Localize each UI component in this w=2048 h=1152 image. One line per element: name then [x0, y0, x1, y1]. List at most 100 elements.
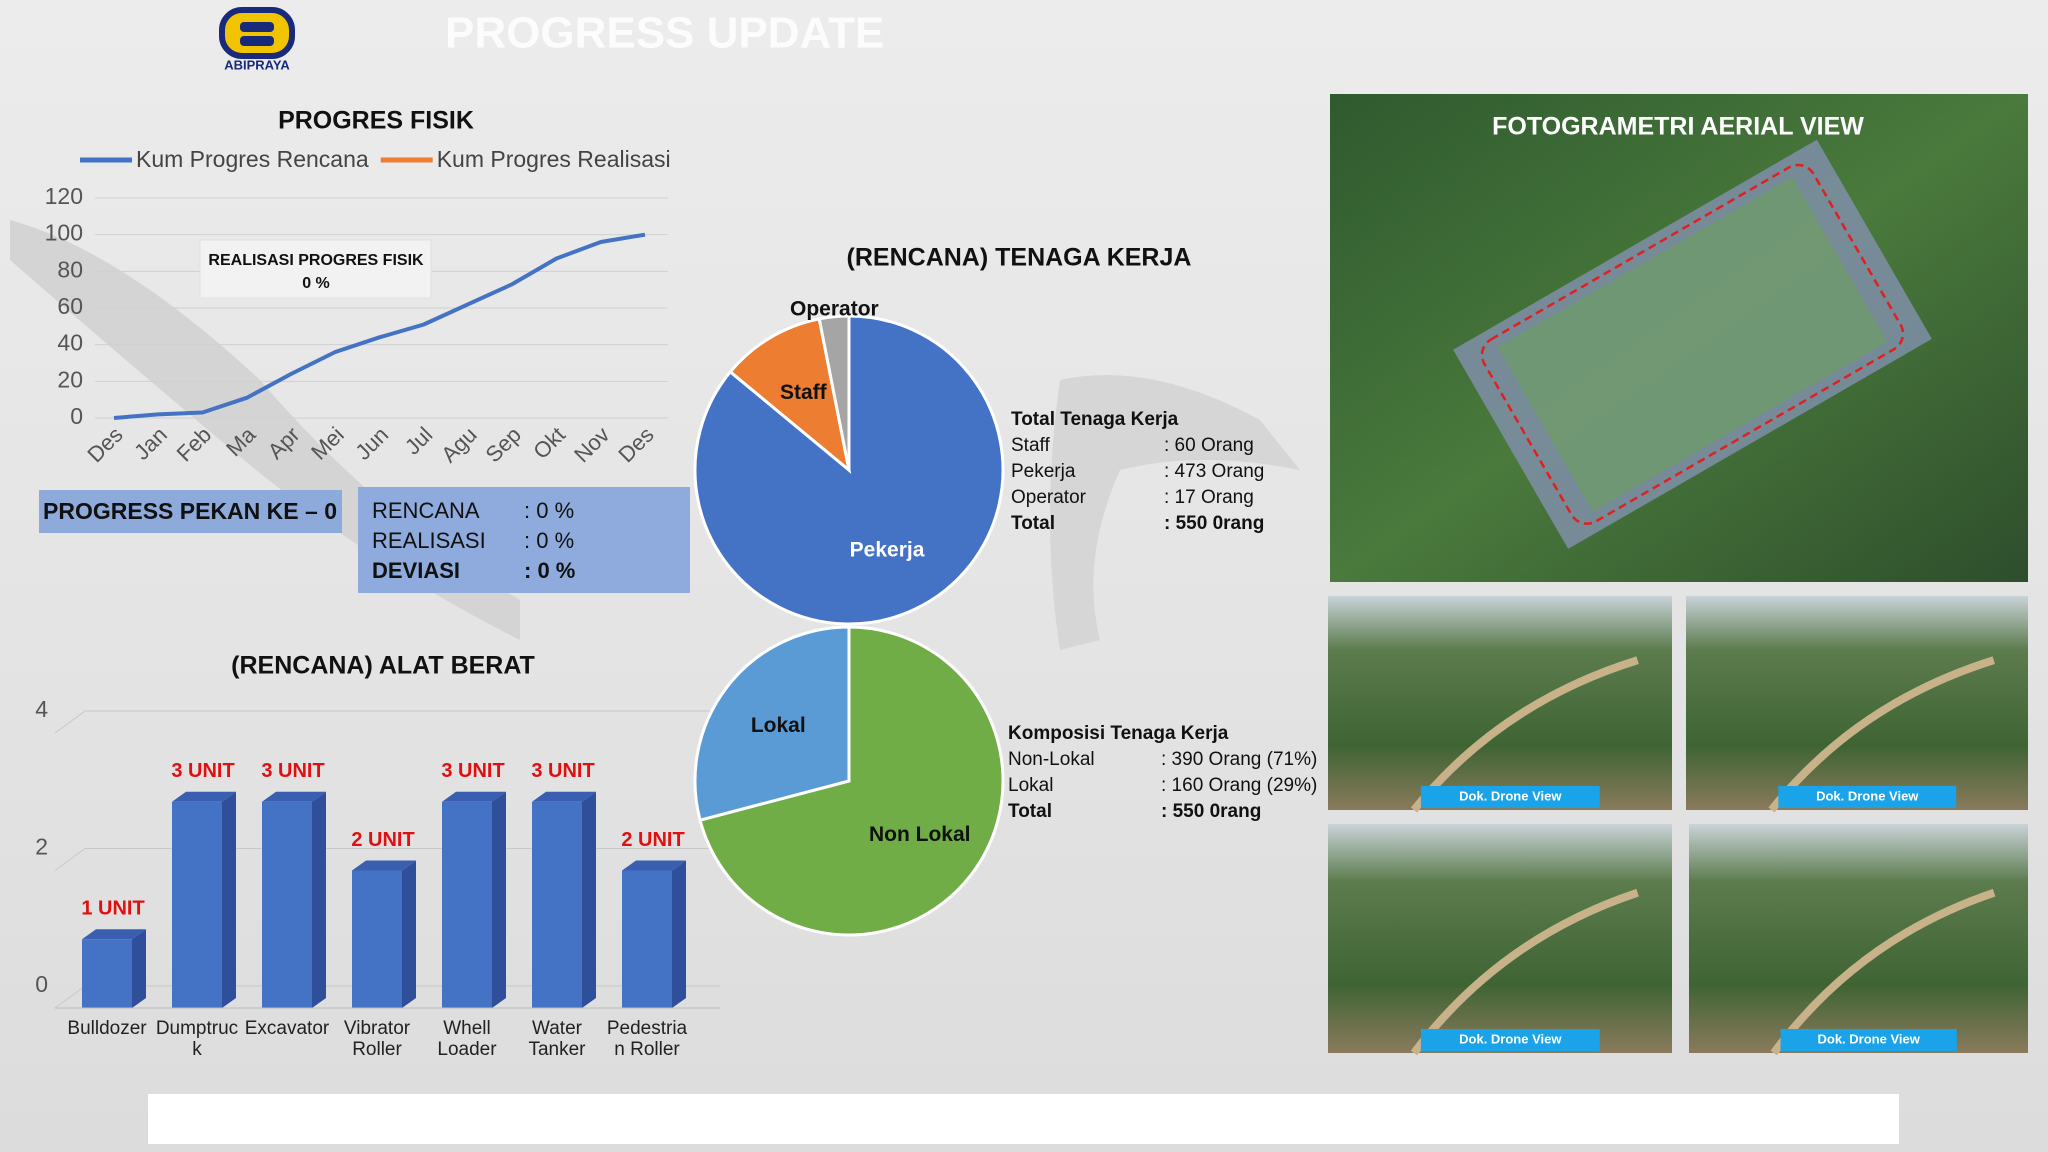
info-title: Total Tenaga Kerja [1011, 409, 1179, 430]
pie-slice [698, 625, 1005, 937]
progress-label: DEVIASI [372, 558, 460, 583]
info-label: Pekerja [1011, 461, 1076, 482]
info-value: : 17 Orang [1164, 487, 1254, 508]
value-label: 3 UNIT [261, 760, 324, 782]
slice-label: Pekerja [850, 538, 925, 561]
x-tick-label: Excavator [244, 1018, 330, 1039]
bar-side [222, 791, 236, 1008]
photo-caption-bg [1420, 1029, 1600, 1051]
y-tick-label: 60 [57, 293, 83, 319]
value-label: 2 UNIT [621, 829, 684, 851]
x-tick-label: Pedestrian Roller [606, 1018, 688, 1060]
bar-top [352, 860, 416, 871]
annotation-value: 0 % [302, 275, 330, 292]
bar-top [262, 791, 326, 802]
bar-side [312, 791, 326, 1008]
progress-label: REALISASI [372, 528, 486, 553]
info-value: : 473 Orang [1164, 461, 1264, 482]
x-tick-label: Agu [436, 422, 481, 467]
photo-caption: Dok. Drone View [1459, 1031, 1562, 1046]
grid-line [54, 710, 720, 734]
photo-caption-bg [1420, 786, 1600, 808]
x-tick-label: Sep [481, 422, 526, 467]
info-label: Operator [1011, 487, 1087, 508]
drone-photo [1689, 824, 2028, 1053]
info-label: Lokal [1008, 775, 1053, 796]
map-shape [1050, 375, 1300, 650]
info-value: : 550 0rang [1161, 801, 1261, 822]
logo: ABIPRAYA [219, 7, 295, 72]
value-label: 1 UNIT [81, 898, 144, 920]
bar-top [532, 791, 596, 802]
info-label: Non-Lokal [1008, 749, 1095, 770]
y-tick-label: 120 [45, 183, 83, 209]
x-tick-label: Bulldozer [67, 1018, 147, 1039]
legend-label: Kum Progres Rencana [136, 146, 369, 172]
value-label: 3 UNIT [171, 760, 234, 782]
bar [532, 801, 582, 1008]
x-tick-label: Dumptruck [155, 1018, 239, 1060]
bar [172, 801, 222, 1008]
value-label: 3 UNIT [531, 760, 594, 782]
photo-caption: Dok. Drone View [1459, 788, 1562, 803]
progress-table [358, 487, 690, 593]
photo-road [1410, 656, 1639, 813]
photo-road [1768, 656, 1995, 813]
y-tick-label: 0 [70, 403, 83, 429]
info-value: : 550 0rang [1164, 513, 1264, 534]
x-tick-label: Whell Loader [437, 1018, 497, 1060]
x-tick-label: Okt [528, 422, 570, 464]
y-tick-label: 20 [57, 366, 83, 392]
pie-slice [728, 317, 852, 474]
photo-caption-bg [1780, 1029, 1957, 1051]
y-tick-label: 4 [35, 696, 48, 722]
value-label: 2 UNIT [351, 829, 414, 851]
drone-photo [1686, 596, 2028, 810]
photo-road [1770, 888, 1996, 1056]
bar-top [172, 791, 236, 802]
x-tick-label: Jun [350, 422, 393, 465]
week-box [39, 490, 342, 533]
slice-label: Non Lokal [869, 823, 971, 846]
value-label: 3 UNIT [441, 760, 504, 782]
bar [622, 870, 672, 1008]
x-tick-label: Water Tanker [528, 1018, 586, 1060]
x-tick-label: Nov [569, 422, 614, 467]
annotation-box [199, 239, 432, 299]
info-label: Total [1008, 801, 1052, 822]
week-label: PROGRESS PEKAN KE – 0 [43, 498, 337, 524]
bar-side [672, 860, 686, 1008]
grid-line [54, 848, 720, 871]
progress-value: : 0 % [524, 528, 574, 553]
info-label: Total [1011, 513, 1055, 534]
bar [442, 801, 492, 1008]
bar-side [402, 860, 416, 1008]
slice-label: Lokal [751, 714, 806, 737]
photo-road [1410, 888, 1639, 1056]
info-value: : 160 Orang (29%) [1161, 775, 1317, 796]
x-tick-label: Des [82, 422, 127, 467]
x-tick-label: Des [613, 422, 658, 467]
annotation-title: REALISASI PROGRES FISIK [208, 252, 424, 269]
bar [262, 801, 312, 1008]
y-tick-label: 2 [35, 834, 48, 860]
chart-title: (RENCANA) ALAT BERAT [231, 652, 535, 680]
slice-label: Staff [780, 381, 828, 404]
photo-caption-bg [1778, 786, 1957, 808]
chart-title: PROGRES FISIK [278, 107, 474, 135]
x-tick-label: Jul [400, 422, 438, 460]
slice-label: Operator [790, 297, 879, 320]
progress-value: : 0 % [524, 558, 575, 583]
info-value: : 390 Orang (71%) [1161, 749, 1317, 770]
y-tick-label: 0 [35, 971, 48, 997]
info-value: : 60 Orang [1164, 435, 1254, 456]
y-tick-label: 80 [57, 256, 83, 282]
x-tick-label: Jan [129, 422, 172, 465]
bar-top [622, 860, 686, 871]
aerial-title: FOTOGRAMETRI AERIAL VIEW [1492, 113, 1864, 141]
bar-side [492, 791, 506, 1008]
y-tick-label: 100 [45, 220, 83, 246]
chart-title: (RENCANA) TENAGA KERJA [847, 244, 1192, 272]
logo-text: ABIPRAYA [224, 57, 290, 72]
